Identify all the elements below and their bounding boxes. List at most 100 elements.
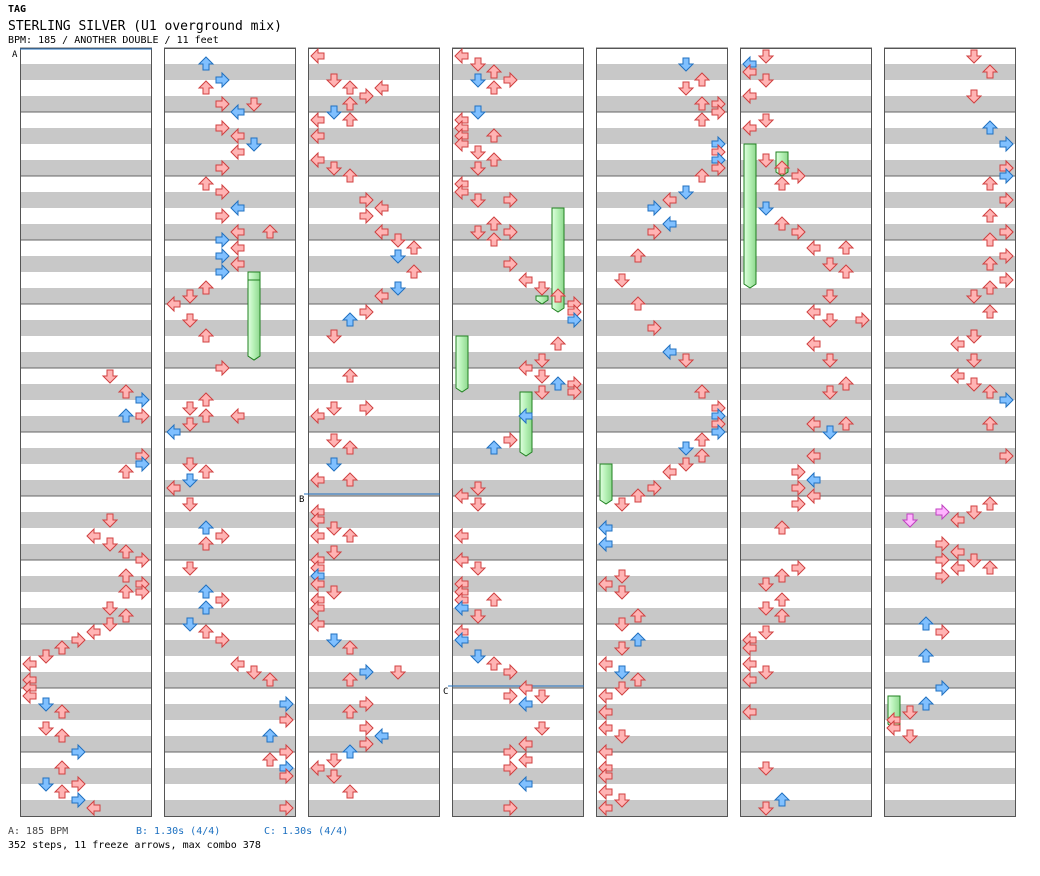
step-arrow-down: [965, 505, 983, 520]
step-arrow-right: [215, 95, 230, 113]
step-arrow-up: [197, 600, 215, 615]
step-arrow-up: [485, 80, 503, 95]
step-arrow-right: [647, 223, 662, 241]
step-arrow-up: [773, 568, 791, 583]
step-arrow-right: [359, 399, 374, 417]
step-arrow-left: [374, 199, 389, 217]
step-arrow-down: [325, 769, 343, 784]
step-arrow-up: [485, 592, 503, 607]
step-arrow-up: [837, 416, 855, 431]
column-frame: [596, 48, 728, 817]
step-arrow-left: [806, 447, 821, 465]
step-arrow-up: [773, 792, 791, 807]
step-arrow-right: [503, 431, 518, 449]
step-arrow-left: [166, 423, 181, 441]
step-arrow-right: [279, 711, 294, 729]
step-arrow-down: [245, 97, 263, 112]
step-arrow-up: [341, 744, 359, 759]
step-arrow-down: [613, 273, 631, 288]
step-arrow-down: [533, 353, 551, 368]
step-arrow-left: [598, 535, 613, 553]
step-arrow-up: [485, 232, 503, 247]
step-arrow-down: [469, 609, 487, 624]
step-arrow-left: [454, 599, 469, 617]
step-arrow-left: [454, 487, 469, 505]
step-arrow-right: [935, 551, 950, 569]
step-arrow-down: [821, 425, 839, 440]
step-arrow-up: [53, 784, 71, 799]
step-arrow-up: [773, 608, 791, 623]
step-arrow-left: [230, 407, 245, 425]
step-arrow-left: [598, 703, 613, 721]
step-arrow-left: [454, 183, 469, 201]
step-arrow-left: [86, 799, 101, 817]
step-arrow-down: [245, 137, 263, 152]
step-arrow-down: [181, 561, 199, 576]
step-arrow-left: [598, 519, 613, 537]
step-arrow-down: [469, 497, 487, 512]
freeze-arrow: [551, 207, 565, 313]
step-arrow-up: [341, 472, 359, 487]
step-arrow-down: [757, 625, 775, 640]
step-arrow-right: [215, 263, 230, 281]
step-arrow-down: [533, 721, 551, 736]
chart-summary: 352 steps, 11 freeze arrows, max combo 3…: [8, 840, 261, 851]
step-arrow-left: [806, 415, 821, 433]
step-arrow-up: [485, 440, 503, 455]
step-arrow-up: [629, 608, 647, 623]
step-arrow-left: [86, 527, 101, 545]
step-arrow-right: [711, 423, 726, 441]
step-arrow-left: [518, 271, 533, 289]
step-arrow-left: [454, 47, 469, 65]
step-arrow-left: [598, 655, 613, 673]
step-arrow-up: [837, 264, 855, 279]
marker-b: B: [299, 495, 304, 505]
step-arrow-right: [503, 759, 518, 777]
step-arrow-left: [310, 127, 325, 145]
step-arrow-right: [215, 71, 230, 89]
step-arrow-down: [821, 313, 839, 328]
step-arrow-down: [613, 793, 631, 808]
step-arrow-right: [935, 679, 950, 697]
step-arrow-down: [757, 153, 775, 168]
step-arrow-left: [742, 655, 757, 673]
step-arrow-right: [359, 735, 374, 753]
step-arrow-up: [341, 368, 359, 383]
step-arrow-left: [22, 655, 37, 673]
column-frame: [884, 48, 1016, 817]
step-arrow-right: [279, 743, 294, 761]
step-arrow-up: [117, 584, 135, 599]
step-arrow-left: [230, 255, 245, 273]
step-arrow-up: [261, 752, 279, 767]
step-arrow-right: [135, 583, 150, 601]
step-arrow-down: [325, 105, 343, 120]
step-arrow-left: [806, 335, 821, 353]
step-arrow-down: [325, 633, 343, 648]
step-arrow-right: [999, 447, 1014, 465]
freeze-arrow: [743, 143, 757, 289]
step-arrow-down: [389, 665, 407, 680]
song-genre: TAG: [8, 4, 27, 15]
step-arrow-up: [981, 256, 999, 271]
step-arrow-down: [325, 433, 343, 448]
step-arrow-up: [117, 384, 135, 399]
step-arrow-up: [341, 440, 359, 455]
step-arrow-down: [181, 401, 199, 416]
step-arrow-down: [389, 233, 407, 248]
step-arrow-left: [310, 47, 325, 65]
step-arrow-down: [101, 601, 119, 616]
step-arrow-left: [598, 719, 613, 737]
step-arrow-down: [757, 49, 775, 64]
step-arrow-right: [71, 775, 86, 793]
step-arrow-down: [181, 473, 199, 488]
step-arrow-down: [37, 697, 55, 712]
step-arrow-down: [101, 617, 119, 632]
step-arrow-down: [965, 49, 983, 64]
step-arrow-up: [629, 632, 647, 647]
chart-column: [740, 47, 872, 817]
step-arrow-left: [886, 719, 901, 737]
marker-c: C: [443, 687, 448, 697]
step-arrow-left: [230, 127, 245, 145]
step-arrow-left: [598, 687, 613, 705]
freeze-arrow: [599, 463, 613, 505]
